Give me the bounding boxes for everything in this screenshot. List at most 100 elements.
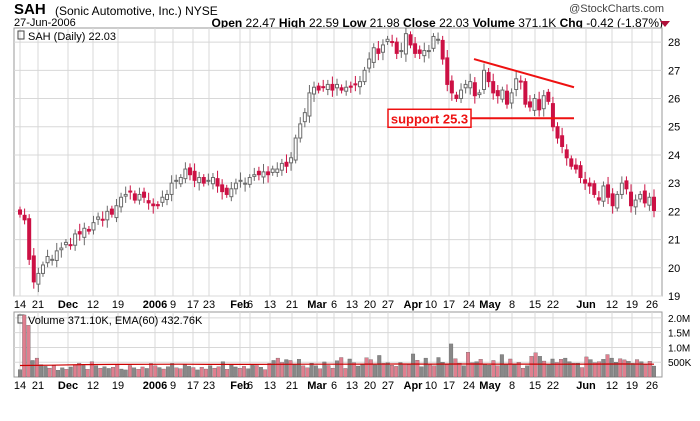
candle-body xyxy=(523,81,528,105)
volume-tick-label: 2.0M xyxy=(668,314,690,325)
candle-body xyxy=(463,83,468,89)
volume-bar xyxy=(546,364,551,378)
volume-bar xyxy=(444,364,449,378)
price-tick-label: 24 xyxy=(668,150,680,162)
volume-bar xyxy=(343,368,348,378)
volume-bar xyxy=(394,366,399,378)
volume-bar xyxy=(554,362,559,378)
candle-body xyxy=(325,83,330,90)
volume-bar xyxy=(605,354,610,378)
candle-body xyxy=(486,72,491,83)
volume-bar xyxy=(508,358,513,378)
price-x-tick-label: Apr xyxy=(404,299,424,311)
ema-line xyxy=(19,363,655,367)
volume-bar xyxy=(428,364,432,378)
volume-bar xyxy=(153,365,158,378)
volume-x-tick-label: 27 xyxy=(382,380,394,392)
candle-body xyxy=(151,203,156,207)
price-legend: SAH (Daily) 22.03 xyxy=(28,31,116,43)
candle-body xyxy=(440,39,445,60)
price-x-tick-label: 9 xyxy=(170,299,176,311)
candle-body xyxy=(293,137,298,161)
volume-bar xyxy=(597,361,602,378)
candle-body xyxy=(426,50,431,53)
close-label: Close xyxy=(403,16,436,30)
candle-body xyxy=(220,184,225,193)
candle-body xyxy=(647,196,652,206)
volume-bar xyxy=(250,364,255,378)
candle-body xyxy=(137,193,142,201)
candle-body xyxy=(40,264,45,274)
volume-bar xyxy=(195,369,200,378)
candle-body xyxy=(96,216,101,220)
volume-bar xyxy=(652,365,656,378)
volume-bar xyxy=(111,367,115,378)
candle-body xyxy=(132,193,137,201)
volume-bar xyxy=(322,361,327,378)
volume-x-tick-label: 15 xyxy=(529,380,541,392)
candle-body xyxy=(36,272,41,285)
candle-body xyxy=(509,92,514,104)
candle-body xyxy=(560,135,565,147)
volume-bar xyxy=(453,358,458,378)
price-tick-label: 23 xyxy=(668,178,680,190)
support-label-box xyxy=(387,108,472,129)
candle-body xyxy=(229,188,234,198)
candle-body xyxy=(403,33,408,55)
volume-x-tick-label: 19 xyxy=(112,380,124,392)
candle-body xyxy=(335,83,339,89)
candle-body xyxy=(638,193,643,200)
price-x-tick-label: 6 xyxy=(331,299,337,311)
volume-bar xyxy=(411,353,416,378)
candle-body xyxy=(592,183,597,195)
volume-bar xyxy=(482,364,487,378)
price-tick-label: 28 xyxy=(668,37,680,49)
volume-x-tick-label: 13 xyxy=(346,380,358,392)
volume-bar xyxy=(94,365,99,378)
price-x-tick-label: Feb xyxy=(230,299,250,311)
candle-body xyxy=(629,191,634,207)
volume-bar xyxy=(305,367,310,378)
candle-body xyxy=(477,92,482,96)
volume-bar xyxy=(529,356,534,378)
candle-body xyxy=(555,126,560,139)
candle-body xyxy=(380,44,385,53)
volume-bar xyxy=(377,355,382,378)
volume-bar xyxy=(102,366,107,378)
volume-bar xyxy=(559,359,563,378)
price-tick-label: 21 xyxy=(668,235,680,247)
candle-body xyxy=(233,182,238,190)
volume-bar xyxy=(26,325,31,378)
volume-bar xyxy=(537,356,542,378)
volume-bar xyxy=(364,357,369,378)
volume-bar xyxy=(592,362,597,378)
volume-x-tick-label: Mar xyxy=(307,380,327,392)
volume-bar xyxy=(398,362,403,378)
price-x-tick-label: 21 xyxy=(32,299,44,311)
volume-bar xyxy=(149,363,153,378)
candle-body xyxy=(459,89,464,100)
price-x-tick-label: 17 xyxy=(187,299,199,311)
volume-bar xyxy=(491,360,496,378)
volume-bar xyxy=(626,361,631,378)
volume-x-tick-label: Feb xyxy=(230,380,250,392)
candle-body xyxy=(583,179,588,184)
volume-bar xyxy=(127,365,132,378)
volume-bar xyxy=(233,366,238,378)
candle-body xyxy=(284,161,289,167)
low-label: Low xyxy=(342,16,367,30)
candle-body xyxy=(201,177,206,184)
volume-bar xyxy=(98,367,103,378)
volume-x-tick-label: 22 xyxy=(547,380,559,392)
candle-body xyxy=(348,85,353,88)
open-value: 22.47 xyxy=(245,16,276,30)
price-tick-label: 27 xyxy=(668,65,680,77)
price-tick-label: 22 xyxy=(668,206,680,218)
volume-bar xyxy=(550,358,555,378)
volume-bar xyxy=(643,364,648,378)
candle-body xyxy=(63,241,68,246)
candle-body xyxy=(399,50,404,53)
volume-bar xyxy=(292,363,297,378)
candle-body xyxy=(394,41,399,54)
volume-bar xyxy=(635,359,640,378)
